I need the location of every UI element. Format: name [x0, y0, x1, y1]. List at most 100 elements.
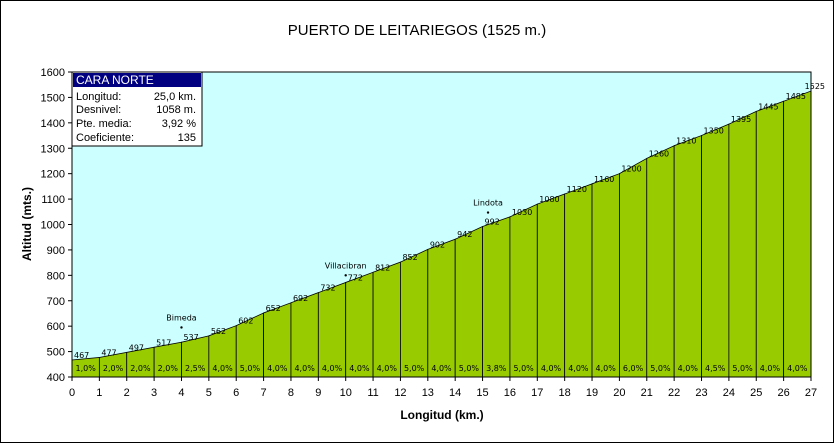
y-tick-label: 500 [47, 347, 65, 359]
altitude-label: 562 [211, 327, 226, 336]
gradient-label: 4,0% [787, 364, 808, 373]
terrain-segment [646, 145, 675, 378]
gradient-label: 4,0% [431, 364, 452, 373]
terrain-segment [482, 216, 511, 378]
altitude-label: 517 [156, 338, 171, 347]
gradient-label: 4,0% [541, 364, 562, 373]
x-tick-label: 9 [315, 387, 321, 399]
y-tick-label: 1300 [41, 143, 65, 155]
gradient-label: 2,0% [103, 364, 124, 373]
gradient-label: 5,0% [732, 364, 753, 373]
y-tick-label: 800 [47, 270, 65, 282]
altitude-label: 1120 [567, 185, 587, 194]
terrain-segment [400, 248, 429, 378]
y-tick-label: 400 [47, 372, 65, 384]
altitude-label: 1080 [539, 195, 559, 204]
gradient-label: 2,0% [130, 364, 151, 373]
y-tick-label: 700 [47, 296, 65, 308]
x-tick-label: 23 [695, 387, 707, 399]
gradient-label: 1,0% [76, 364, 97, 373]
x-tick-label: 12 [394, 387, 406, 399]
info-box-header-bg [73, 73, 201, 87]
y-tick-label: 1500 [41, 92, 65, 104]
info-box-header: CARA NORTE [76, 73, 154, 87]
altitude-label: 497 [129, 343, 144, 352]
place-label: Villacibran [325, 261, 367, 270]
info-value-pte-media: 3,92 % [162, 118, 196, 130]
x-tick-label: 24 [723, 387, 735, 399]
x-tick-label: 4 [178, 387, 184, 399]
gradient-label: 5,0% [459, 364, 480, 373]
altitude-label: 902 [430, 240, 445, 249]
altitude-label: 602 [238, 317, 253, 326]
altitude-label: 1310 [676, 137, 696, 146]
y-axis-title: Altitud (mts.) [20, 187, 34, 261]
y-tick-label: 1600 [41, 67, 65, 79]
gradient-label: 4,0% [267, 364, 288, 373]
terrain-segment [509, 203, 538, 378]
x-tick-label: 16 [504, 387, 516, 399]
info-box: CARA NORTE Longitud: 25,0 km. Desnivel: … [71, 71, 203, 147]
info-value-desnivel: 1058 m. [156, 104, 196, 116]
info-label-pte-media: Pte. media: [76, 118, 132, 130]
gradient-label: 5,0% [240, 364, 261, 373]
place-marker [344, 274, 347, 277]
terrain-segment [317, 281, 347, 378]
info-label-coeficiente: Coeficiente: [76, 132, 134, 144]
x-axis-title: Longitud (km.) [400, 408, 483, 422]
x-tick-label: 27 [805, 387, 817, 399]
altitude-label: 477 [101, 348, 116, 357]
x-tick-label: 22 [668, 387, 680, 399]
altitude-label: 1395 [731, 115, 751, 124]
terrain-segment [783, 90, 812, 378]
x-tick-label: 26 [778, 387, 790, 399]
altitude-label: 692 [293, 294, 308, 303]
x-tick-label: 17 [531, 387, 543, 399]
terrain-segment [345, 271, 374, 378]
altitude-label: 1030 [512, 208, 532, 217]
altitude-label: 1260 [649, 149, 669, 158]
terrain-segment [536, 193, 566, 378]
x-tick-label: 13 [422, 387, 434, 399]
terrain-segment [728, 110, 757, 378]
altitude-label: 772 [348, 273, 363, 282]
y-tick-label: 1000 [41, 220, 65, 232]
x-tick-label: 19 [586, 387, 598, 399]
terrain-segment [673, 134, 702, 378]
altitude-label: 652 [266, 304, 281, 313]
info-value-coeficiente: 135 [178, 132, 196, 144]
y-tick-label: 1400 [41, 118, 65, 130]
altitude-label: 812 [375, 263, 390, 272]
altitude-label: 1200 [621, 165, 641, 174]
gradient-label: 4,0% [678, 364, 699, 373]
gradient-label: 4,5% [705, 364, 726, 373]
altitude-label: 852 [402, 253, 417, 262]
y-tick-label: 1200 [41, 169, 65, 181]
x-tick-label: 18 [559, 387, 571, 399]
gradient-label: 6,0% [623, 364, 644, 373]
gradient-label: 4,0% [294, 364, 315, 373]
gradient-label: 4,0% [377, 364, 398, 373]
gradient-label: 4,0% [596, 364, 617, 373]
terrain-segment [755, 100, 785, 378]
terrain-segment [372, 261, 401, 378]
gradient-label: 4,0% [760, 364, 781, 373]
chart-title: PUERTO DE LEITARIEGOS (1525 m.) [288, 22, 546, 39]
x-tick-label: 15 [476, 387, 488, 399]
x-tick-label: 25 [750, 387, 762, 399]
place-label: Bimeda [166, 313, 197, 322]
info-label-desnivel: Desnivel: [76, 104, 121, 116]
place-marker [180, 326, 183, 329]
x-tick-label: 3 [151, 387, 157, 399]
terrain-segment [454, 225, 483, 378]
terrain-segment [701, 123, 730, 378]
x-tick-label: 8 [288, 387, 294, 399]
gradient-label: 5,0% [513, 364, 534, 373]
x-tick-label: 21 [641, 387, 653, 399]
info-label-longitud: Longitud: [76, 91, 121, 103]
axes-layer: 4005006007008009001000110012001300140015… [41, 67, 818, 399]
gradient-label: 4,0% [349, 364, 370, 373]
x-tick-label: 20 [613, 387, 625, 399]
y-tick-label: 600 [47, 321, 65, 333]
